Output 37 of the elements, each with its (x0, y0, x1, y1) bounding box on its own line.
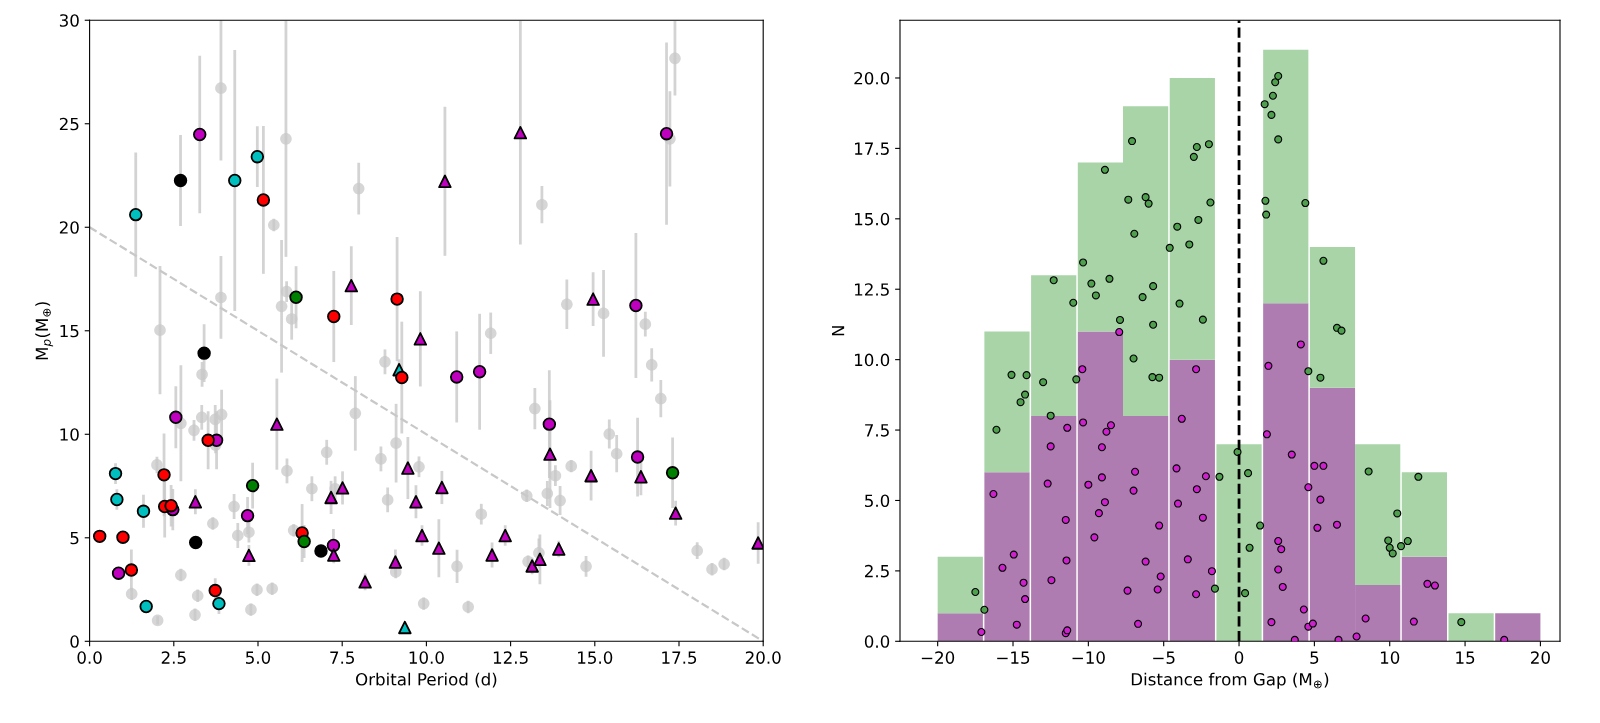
y-tick-label: 15 (60, 324, 79, 338)
y-tick-label: 15.0 (855, 212, 890, 226)
x-tick-label: 20 (1531, 651, 1550, 664)
x-tick-label: −10 (1072, 651, 1105, 664)
x-tick-label: 15.0 (578, 651, 613, 664)
y-tick-label: 30 (59, 14, 79, 27)
x-tick-label: 12.5 (493, 651, 528, 664)
y-axis-title: M$_{p}$(M$_{⊕}$) (35, 302, 54, 360)
x-tick-label: −15 (997, 651, 1030, 664)
x-tick-label: 0 (1234, 651, 1244, 664)
x-tick-label: 17.5 (662, 651, 697, 664)
x-axis-title: Distance from Gap (M$_{⊕}$) (1131, 672, 1329, 689)
x-tick-label: 5 (1310, 651, 1319, 664)
x-tick-label: 15 (1456, 651, 1475, 664)
x-tick-label: 2.5 (161, 651, 186, 664)
x-tick-label: 5.0 (246, 651, 271, 664)
x-tick-label: −5 (1153, 651, 1175, 664)
x-tick-label: 10 (1380, 651, 1400, 664)
y-tick-label: 17.5 (855, 142, 889, 155)
x-tick-label: 7.5 (330, 651, 354, 664)
x-tick-label: 10.0 (409, 651, 444, 664)
y-tick-label: 20 (59, 221, 79, 234)
y-tick-label: 10.0 (855, 353, 890, 367)
y-axis-title: N (832, 326, 845, 336)
x-tick-label: 20.0 (745, 651, 781, 664)
x-tick-label: −20 (921, 651, 955, 664)
y-tick-label: 7.5 (865, 424, 889, 437)
y-tick-label: 0 (70, 635, 79, 648)
y-tick-label: 0.0 (864, 635, 890, 648)
y-tick-label: 10 (60, 428, 79, 441)
y-tick-label: 5 (70, 531, 79, 545)
y-tick-label: 2.5 (864, 564, 889, 578)
y-tick-label: 20.0 (854, 71, 890, 85)
x-axis-title: Orbital Period (d) (355, 672, 497, 688)
y-tick-label: 5.0 (865, 494, 890, 508)
y-tick-label: 12.5 (855, 283, 889, 296)
y-tick-label: 25 (59, 117, 79, 131)
